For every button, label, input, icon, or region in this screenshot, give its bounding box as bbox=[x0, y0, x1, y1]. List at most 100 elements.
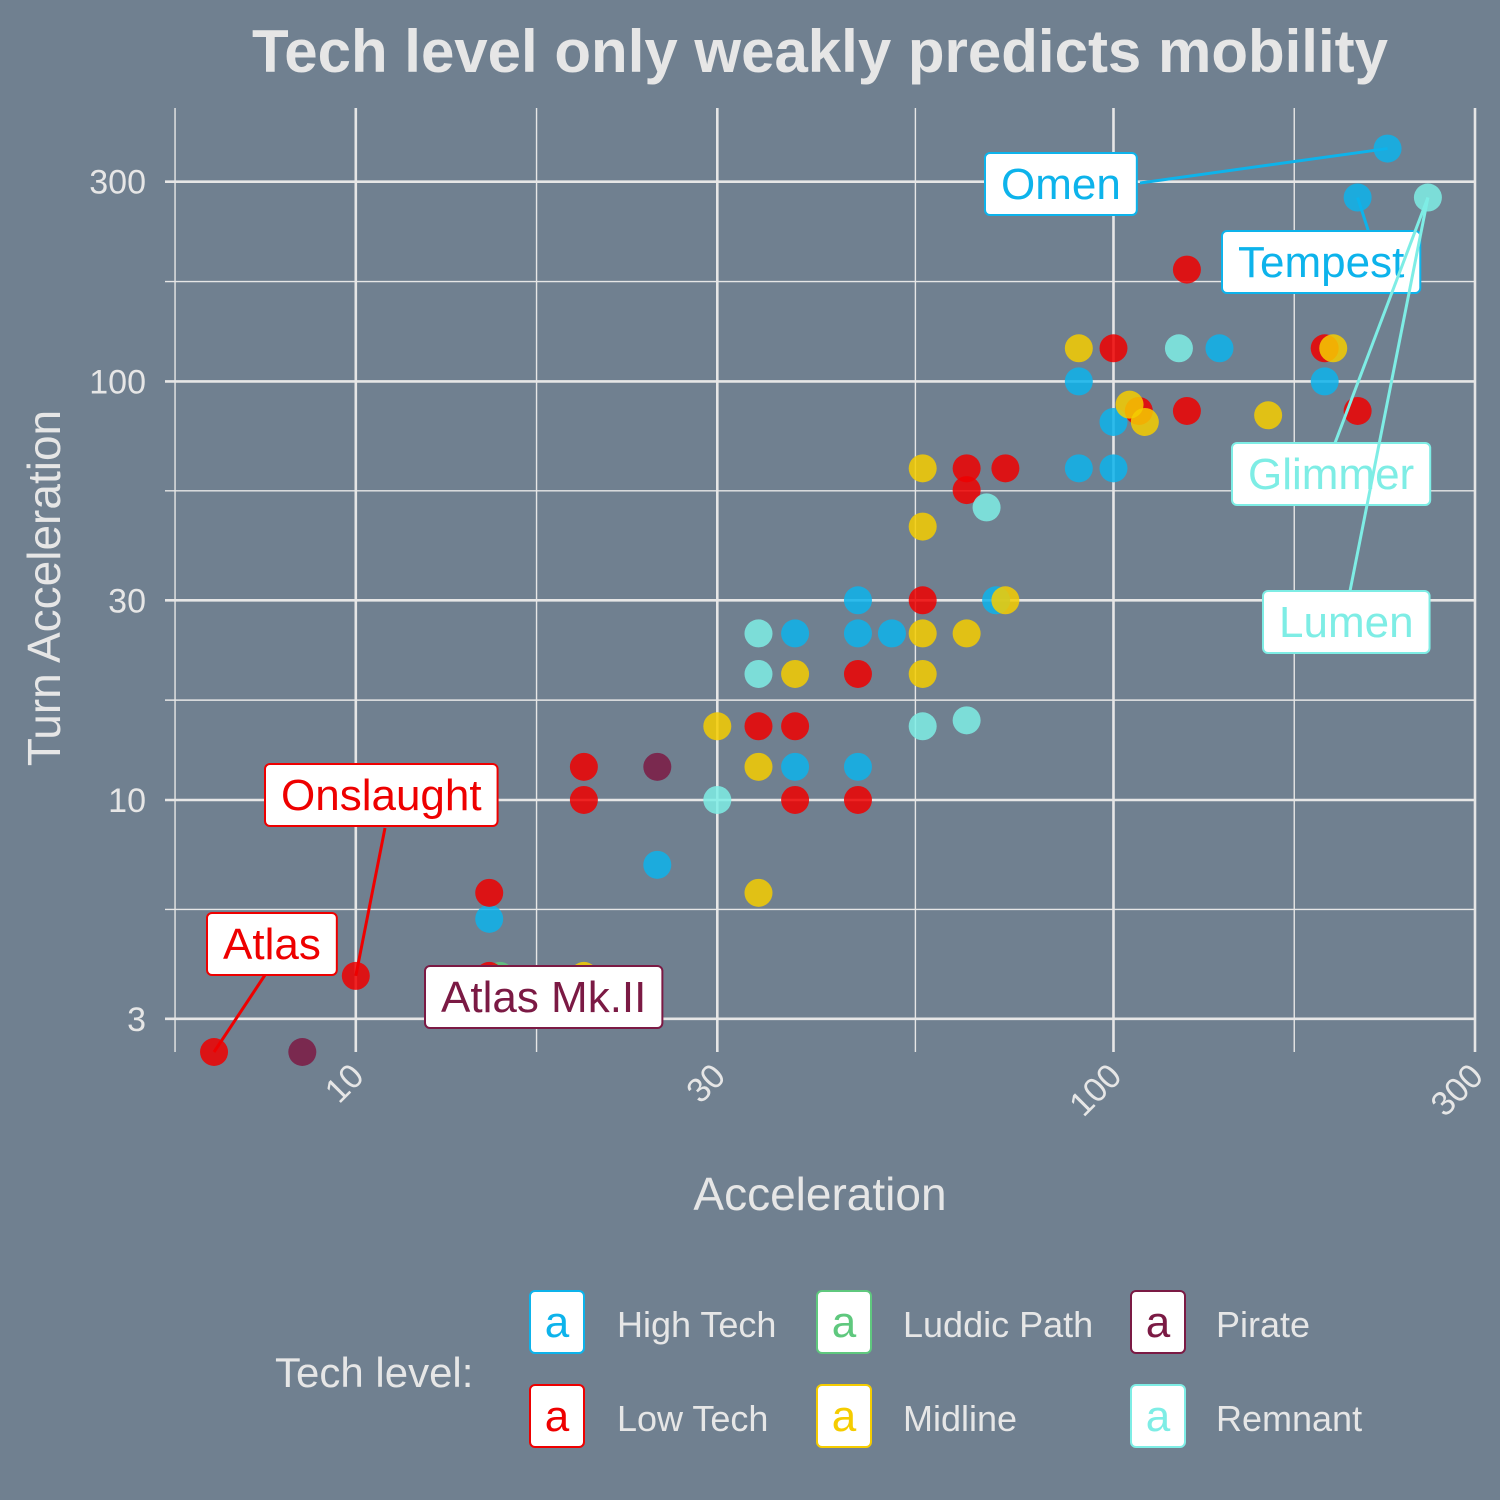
data-point-high-tech bbox=[475, 904, 504, 933]
data-point-midline bbox=[991, 586, 1020, 615]
point-annotations: Omen Tempest Glimmer Lumen Onslaught Atlas Atl… bbox=[206, 147, 1432, 1053]
legend-key bbox=[529, 1290, 585, 1354]
data-point-low-tech bbox=[569, 785, 598, 814]
data-point-low-tech bbox=[475, 878, 504, 907]
y-tick-label: 300 bbox=[89, 164, 146, 202]
data-point-high-tech bbox=[877, 619, 906, 648]
legend-label: Midline bbox=[903, 1398, 1017, 1439]
annotation-box bbox=[984, 152, 1138, 216]
data-point-midline bbox=[908, 619, 937, 648]
legend-label: Luddic Path bbox=[903, 1304, 1093, 1345]
x-axis-label: Acceleration bbox=[693, 1168, 946, 1220]
legend-key bbox=[1130, 1290, 1186, 1354]
leader-line-lumen bbox=[1348, 197, 1430, 592]
data-point-remnant bbox=[744, 619, 773, 648]
data-point-pirate bbox=[288, 1038, 317, 1066]
data-point-low-tech bbox=[843, 659, 872, 688]
data-point-low-tech bbox=[1172, 396, 1201, 425]
data-point-high-tech bbox=[1064, 454, 1093, 483]
data-point-low-tech bbox=[991, 454, 1020, 483]
data-point-high-tech bbox=[843, 619, 872, 648]
data-point-high-tech bbox=[1064, 367, 1093, 396]
data-point-midline bbox=[908, 659, 937, 688]
legend-entry-pirate: a Pirate bbox=[1130, 1290, 1310, 1354]
data-point-high-tech bbox=[781, 619, 810, 648]
data-point-midline bbox=[744, 878, 773, 907]
data-point-midline bbox=[1319, 334, 1348, 363]
leader-line-onslaught bbox=[354, 827, 387, 977]
legend-entry-midline: a Midline bbox=[816, 1384, 1017, 1448]
y-axis-label: Turn Acceleration bbox=[18, 410, 70, 766]
annotation-lumen: Lumen bbox=[1262, 590, 1431, 654]
data-point-remnant bbox=[744, 659, 773, 688]
data-point-low-tech bbox=[908, 586, 937, 615]
legend-key bbox=[816, 1290, 872, 1354]
annotation-onslaught: Onslaught bbox=[264, 763, 499, 827]
data-point-low-tech bbox=[952, 454, 981, 483]
y-tick-label: 3 bbox=[127, 1001, 146, 1039]
data-point-midline bbox=[908, 512, 937, 541]
legend-key-glyph: a bbox=[1146, 1392, 1171, 1441]
leader-line-omen bbox=[1139, 147, 1388, 185]
legend-title: Tech level: bbox=[275, 1349, 473, 1396]
data-point-low-tech bbox=[1099, 334, 1128, 363]
annotation-label: Atlas bbox=[223, 920, 321, 969]
annotation-box bbox=[264, 763, 499, 827]
annotation-label: Tempest bbox=[1238, 238, 1404, 287]
data-point-midline bbox=[952, 619, 981, 648]
data-point-remnant bbox=[703, 785, 732, 814]
legend-key-glyph: a bbox=[832, 1298, 857, 1347]
annotation-label: Lumen bbox=[1279, 598, 1414, 647]
data-points bbox=[200, 134, 1442, 1066]
legend-label: Pirate bbox=[1216, 1304, 1310, 1345]
annotation-box bbox=[206, 912, 338, 976]
data-point-high-tech bbox=[781, 752, 810, 781]
annotation-label: Glimmer bbox=[1248, 450, 1414, 499]
data-point-low-tech bbox=[843, 785, 872, 814]
annotation-glimmer: Glimmer bbox=[1231, 442, 1432, 506]
legend-entry-high-tech: a High Tech bbox=[529, 1290, 776, 1354]
data-point-remnant bbox=[908, 712, 937, 741]
data-point-midline bbox=[703, 712, 732, 741]
legend-key-glyph: a bbox=[545, 1298, 570, 1347]
annotation-box bbox=[424, 965, 664, 1029]
data-point-midline bbox=[781, 659, 810, 688]
data-point-midline bbox=[1254, 401, 1283, 430]
annotation-tempest: Tempest bbox=[1221, 230, 1422, 294]
annotation-box bbox=[1262, 590, 1431, 654]
legend-key-glyph: a bbox=[545, 1392, 570, 1441]
data-point-high-tech bbox=[1099, 454, 1128, 483]
data-point-low-tech bbox=[744, 712, 773, 741]
legend-key bbox=[816, 1384, 872, 1448]
annotation-atlas: Atlas bbox=[206, 912, 338, 976]
chart-title: Tech level only weakly predicts mobility bbox=[252, 18, 1389, 85]
data-point-low-tech bbox=[781, 712, 810, 741]
data-point-remnant bbox=[972, 493, 1001, 522]
data-point-high-tech bbox=[843, 752, 872, 781]
y-tick-label: 10 bbox=[108, 782, 146, 820]
legend-key-glyph: a bbox=[1146, 1298, 1171, 1347]
data-point-high-tech bbox=[843, 586, 872, 615]
legend-label: High Tech bbox=[617, 1304, 776, 1345]
legend-entry-low-tech: a Low Tech bbox=[529, 1384, 768, 1448]
annotation-label: Onslaught bbox=[281, 771, 482, 820]
annotation-box bbox=[1221, 230, 1422, 294]
annotation-label: Atlas Mk.II bbox=[441, 973, 646, 1022]
annotation-box bbox=[1231, 442, 1432, 506]
data-point-high-tech bbox=[643, 850, 672, 879]
data-point-low-tech bbox=[1172, 255, 1201, 284]
grid bbox=[165, 108, 1477, 1052]
data-point-remnant bbox=[1164, 334, 1193, 363]
data-point-high-tech bbox=[1205, 334, 1234, 363]
data-point-midline bbox=[908, 454, 937, 483]
legend-label: Low Tech bbox=[617, 1398, 768, 1439]
legend-label: Remnant bbox=[1216, 1398, 1362, 1439]
annotation-label: Omen bbox=[1001, 160, 1121, 209]
data-point-high-tech bbox=[1310, 367, 1339, 396]
legend-key-glyph: a bbox=[832, 1392, 857, 1441]
y-tick-label: 100 bbox=[89, 363, 146, 401]
leader-line-glimmer bbox=[1333, 196, 1430, 444]
legend: Tech level: a High Tech a Luddic Path a Pirat… bbox=[275, 1290, 1362, 1448]
